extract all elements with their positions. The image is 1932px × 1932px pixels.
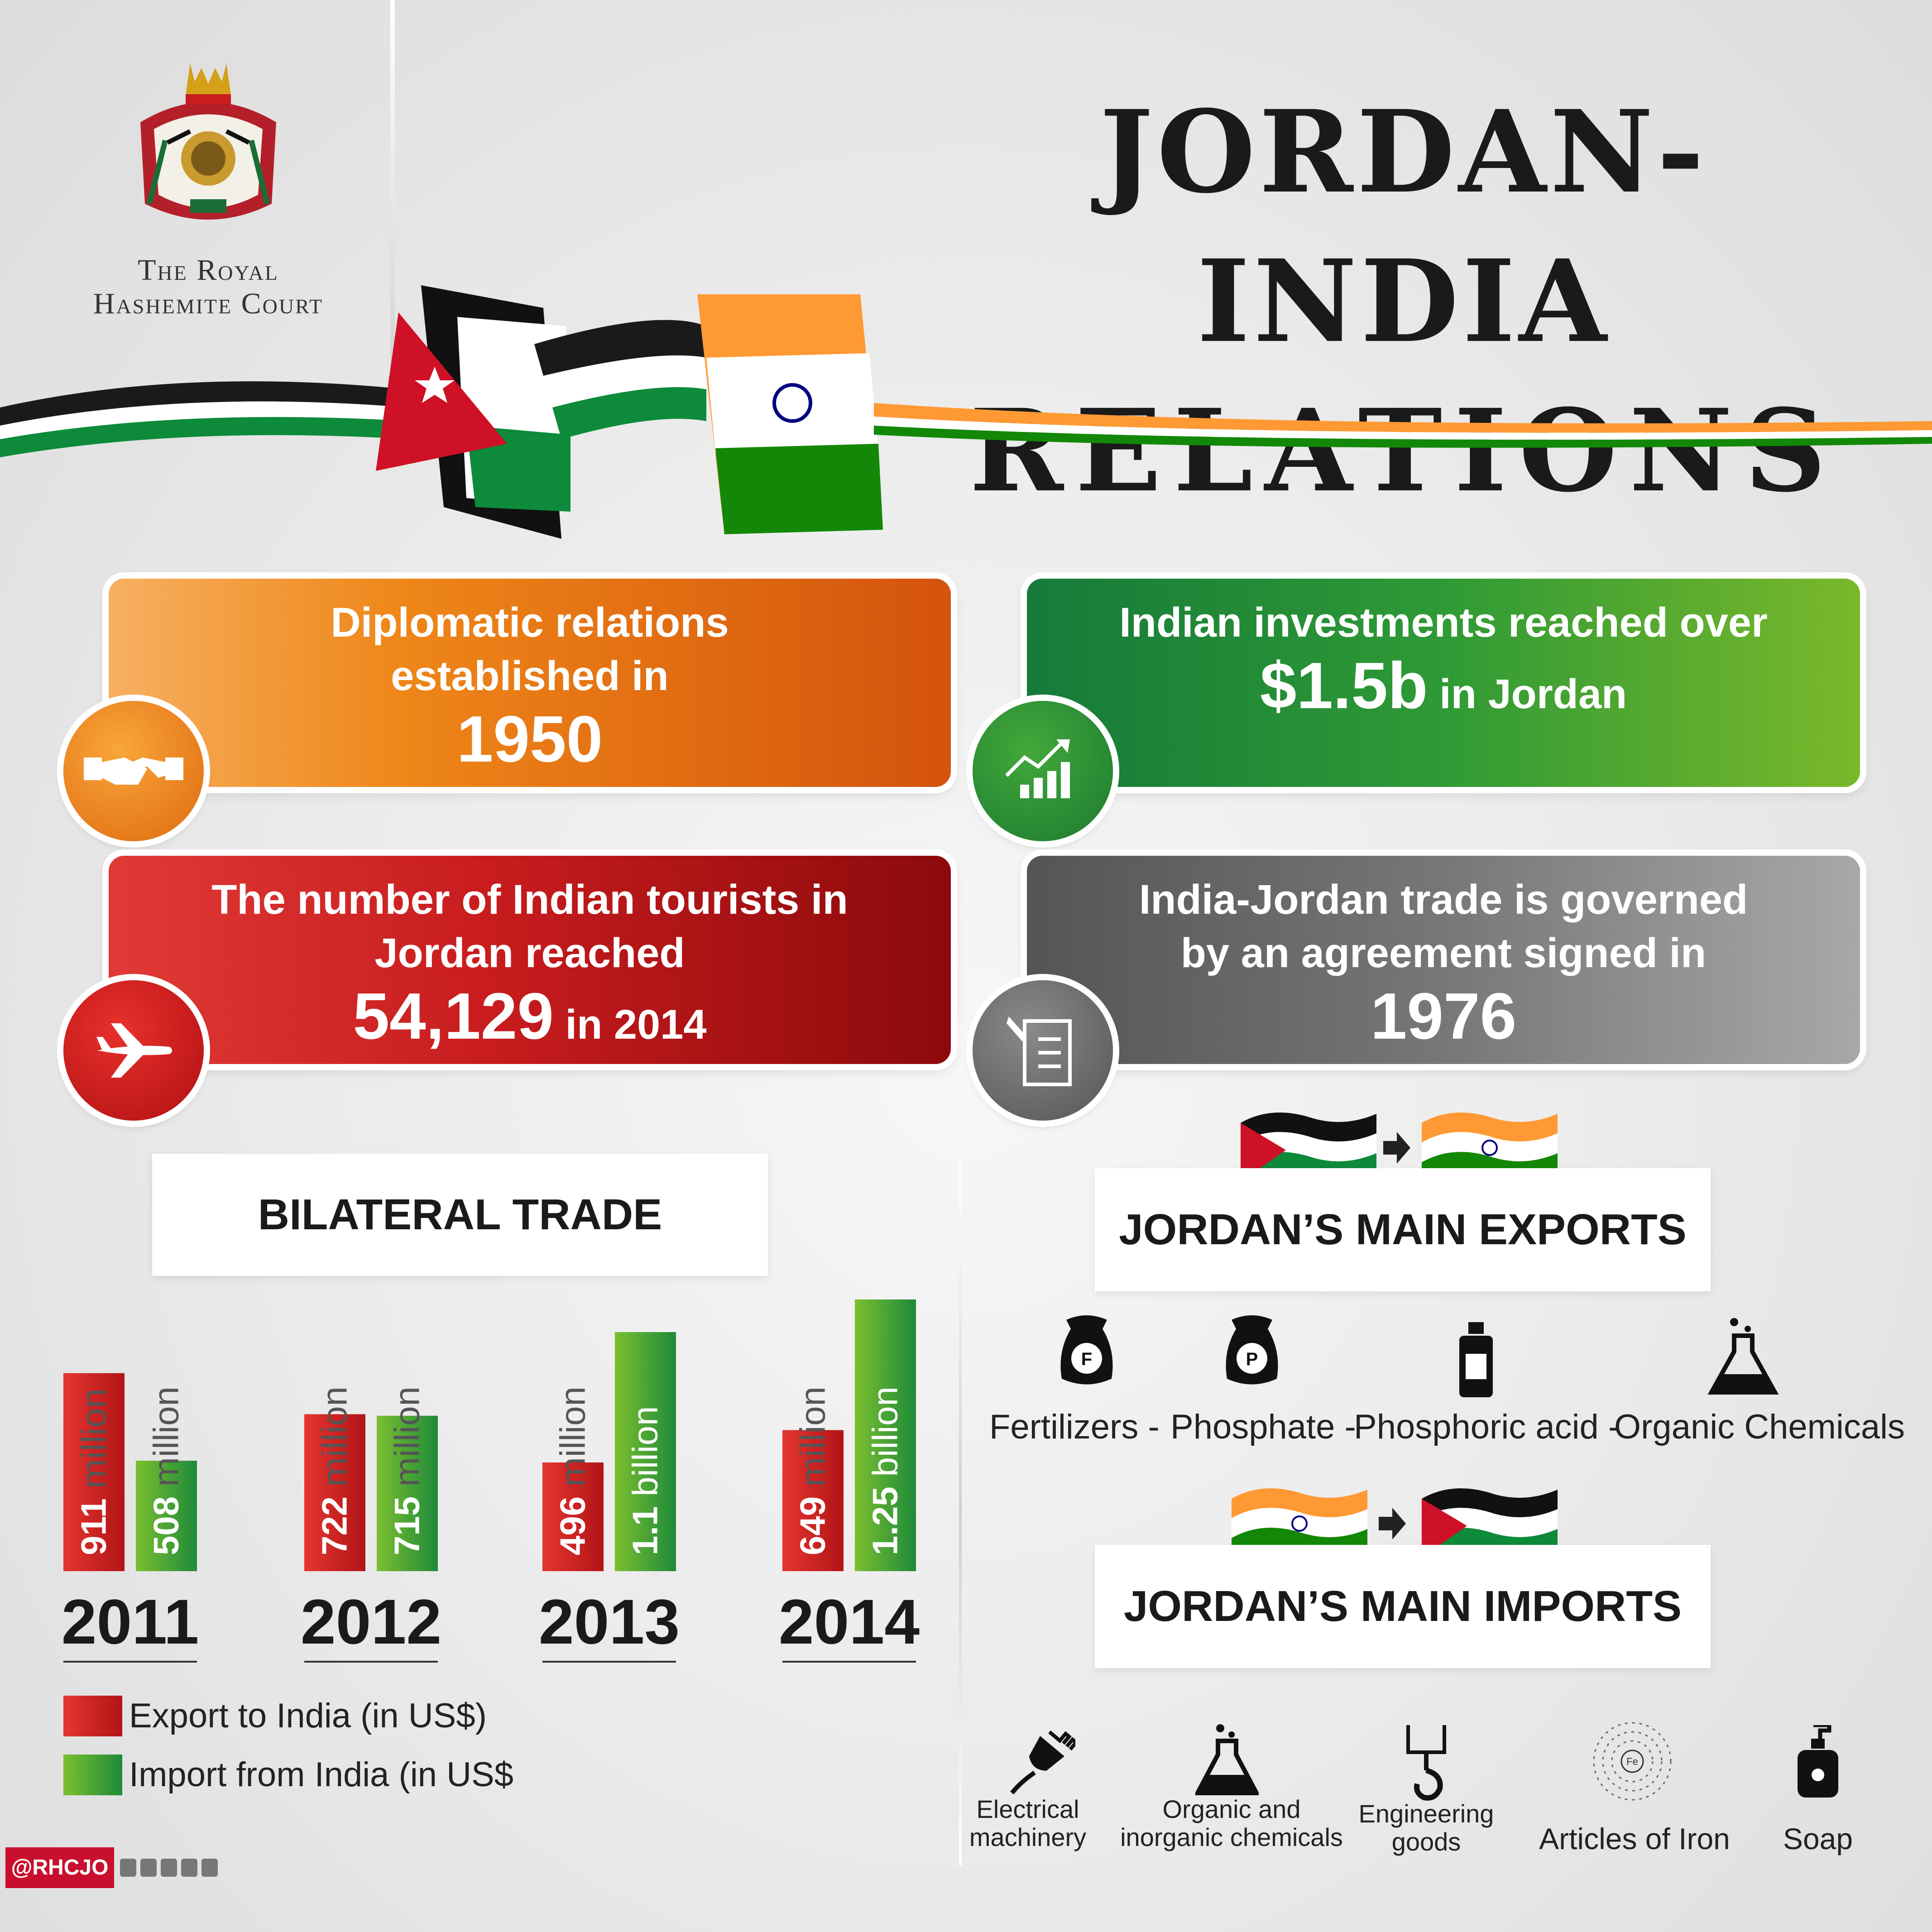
jordan-flag-star: [415, 367, 455, 403]
fact-card-diplomatic: Diplomatic relations established in 1950: [109, 579, 951, 787]
diplomatic-line1: Diplomatic relations: [331, 599, 729, 646]
airplane-icon: [63, 980, 204, 1121]
iron-atom-symbol: Fe: [1626, 1756, 1638, 1767]
bilateral-trade-heading: BILATERAL TRADE: [152, 1154, 768, 1276]
bar-export-2011: [63, 1373, 125, 1571]
bar-import-2014: [855, 1299, 916, 1571]
svg-text:P: P: [1246, 1349, 1258, 1369]
main-exports-heading: JORDAN’S MAIN EXPORTS: [1095, 1168, 1711, 1291]
twitter-icon[interactable]: [120, 1859, 136, 1877]
import-label-line2: inorganic chemicals: [1120, 1823, 1343, 1851]
bar-label-export-2012: 722 million: [315, 1386, 355, 1555]
acid-bottle-icon: [1459, 1322, 1493, 1397]
export-item-organic-chemicals: Organic Chemicals: [1614, 1408, 1905, 1446]
growth-chart-icon: [973, 701, 1113, 841]
bar-label-export-2013: 496 million: [553, 1386, 593, 1555]
fact-card-trade-agreement: India-Jordan trade is governed by an agr…: [1027, 856, 1860, 1064]
bar-import-2012: [377, 1415, 438, 1571]
import-item-soap: Soap: [1783, 1822, 1853, 1855]
export-item-fertilizers: Fertilizers -: [989, 1408, 1160, 1446]
year-label-2013: 2013: [539, 1586, 680, 1657]
section-divider: [959, 1159, 962, 1865]
flag-ribbon: [0, 285, 1932, 539]
document-sign-icon: [973, 980, 1113, 1121]
handshake-icon: [63, 701, 204, 841]
trade-year: 1976: [1370, 979, 1517, 1053]
youtube-icon[interactable]: [181, 1859, 197, 1877]
title-line2: RELATIONS: [969, 384, 1838, 517]
header-divider: [390, 0, 395, 407]
bar-export-2014: [782, 1430, 844, 1571]
ashoka-chakra: [772, 383, 812, 423]
import-label-line2: machinery: [969, 1823, 1087, 1851]
page-title: JORDAN-INDIA RELATIONS: [906, 77, 1902, 525]
import-label-line1: Electrical: [976, 1795, 1079, 1823]
import-label-line1: Engineering: [1358, 1799, 1494, 1828]
trade-line1: India-Jordan trade is governed: [1139, 877, 1748, 923]
svg-text:F: F: [1081, 1349, 1092, 1369]
coat-of-arms-icon: [140, 63, 276, 220]
main-imports-heading: JORDAN’S MAIN IMPORTS: [1095, 1545, 1711, 1668]
bar-export-2013: [542, 1462, 604, 1571]
import-item-engineering-goods: Engineering goods: [1354, 1800, 1499, 1856]
phosphate-sack-icon: P: [1226, 1315, 1278, 1385]
year-label-2012: 2012: [301, 1586, 441, 1657]
crane-hook-icon: [1406, 1725, 1446, 1801]
logo-text-line2: Hashemite Court: [93, 287, 324, 320]
iron-atom-icon: Fe: [1593, 1722, 1672, 1801]
import-label-line2: goods: [1391, 1827, 1461, 1856]
fact-card-tourists: The number of Indian tourists in Jordan …: [109, 856, 951, 1064]
tourists-suffix: in 2014: [553, 1002, 707, 1048]
investment-suffix: in Jordan: [1428, 671, 1627, 717]
bar-import-2013: [615, 1332, 676, 1571]
flickr-icon[interactable]: [161, 1859, 177, 1877]
logo-text-line1: The Royal: [138, 254, 279, 287]
beaker-icon: [1195, 1724, 1259, 1795]
investment-line1: Indian investments reached over: [1119, 599, 1768, 646]
bar-export-2012: [304, 1414, 365, 1571]
tourists-line2: Jordan reached: [374, 930, 685, 976]
trade-line2: by an agreement signed in: [1180, 930, 1707, 976]
year-label-2011: 2011: [62, 1586, 199, 1657]
bar-label-import-2013: 1.1 billion: [625, 1406, 665, 1555]
import-item-electrical-machinery: Electrical machinery: [960, 1795, 1096, 1851]
bilateral-trade-chart: 911 million 508 million 2011 722 million 715…: [62, 1299, 920, 1663]
legend-export-label: Export to India (in US$): [129, 1697, 487, 1735]
arrow-right-icon: [1379, 1508, 1406, 1539]
tourists-line1: The number of Indian tourists in: [211, 877, 848, 923]
bar-import-2011: [136, 1461, 197, 1571]
fertilizer-sack-icon: F: [1060, 1315, 1113, 1385]
investment-amount: $1.5b: [1260, 649, 1428, 722]
legend-export-swatch: [63, 1696, 122, 1736]
tourists-count: 54,129: [353, 979, 554, 1053]
legend-import-label: Import from India (in US$: [129, 1755, 513, 1794]
bar-label-export-2011: 911 million: [74, 1388, 114, 1555]
title-line1: JORDAN-INDIA: [1099, 85, 1708, 368]
year-label-2014: 2014: [779, 1586, 920, 1657]
flask-icon: [1707, 1318, 1779, 1395]
instagram-icon[interactable]: [140, 1859, 157, 1877]
soap-dispenser-icon: [1798, 1725, 1838, 1798]
twitter-handle-badge[interactable]: @RHCJO: [5, 1847, 114, 1888]
bar-label-import-2011: 508 million: [146, 1386, 186, 1555]
royal-hashemite-court-logo: The Royal Hashemite Court: [45, 54, 371, 335]
bar-label-import-2014: 1.25 billion: [865, 1386, 905, 1555]
plug-icon: [1010, 1731, 1075, 1795]
import-item-articles-of-iron: Articles of Iron: [1539, 1822, 1730, 1855]
diplomatic-year: 1950: [456, 702, 603, 776]
arrow-right-icon: [1383, 1132, 1410, 1164]
import-label-line1: Organic and: [1162, 1795, 1301, 1823]
diplomatic-line2: established in: [391, 653, 669, 699]
facebook-icon[interactable]: [201, 1859, 218, 1877]
bar-label-import-2012: 715 million: [387, 1386, 427, 1555]
legend-import-swatch: [63, 1755, 122, 1795]
fact-card-investment: Indian investments reached over $1.5b in…: [1027, 579, 1860, 787]
export-item-phosphate: Phosphate -: [1170, 1408, 1356, 1446]
export-item-phosphoric-acid: Phosphoric acid -: [1354, 1408, 1620, 1446]
jordan-to-india-flags: [1241, 1112, 1558, 1182]
import-item-chemicals: Organic and inorganic chemicals: [1114, 1795, 1349, 1851]
bar-label-export-2014: 649 million: [793, 1386, 833, 1555]
